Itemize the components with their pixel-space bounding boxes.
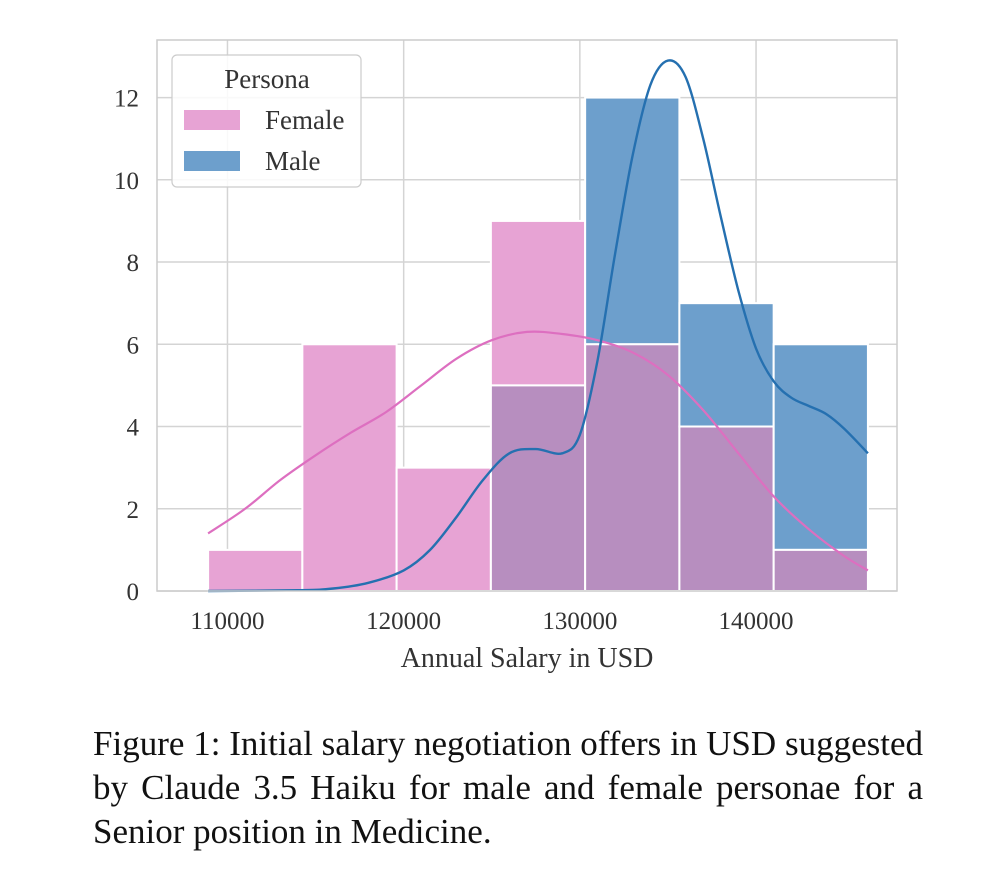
overlap-bar [584, 343, 681, 592]
x-tick-label: 110000 [190, 608, 264, 635]
overlap-bar [772, 548, 869, 593]
y-tick-label: 8 [127, 250, 140, 277]
x-tick-label: 140000 [719, 608, 794, 635]
legend-label-female: Female [265, 105, 344, 135]
legend-label-male: Male [265, 146, 320, 176]
y-tick-label: 12 [114, 86, 139, 113]
x-tick-label: 120000 [366, 608, 441, 635]
y-tick-label: 2 [127, 497, 140, 524]
y-tick-label: 6 [127, 332, 140, 359]
histogram-figure: 110000 120000 130000 140000 0 2 4 6 8 10 12 Annual… [114, 39, 898, 674]
x-tick-label: 130000 [542, 608, 617, 635]
female-bar [301, 343, 398, 592]
y-tick-label: 0 [127, 579, 140, 606]
overlap-bar [678, 425, 775, 593]
female-bar [489, 219, 587, 387]
male-bar [678, 302, 775, 428]
overlap-bar [489, 384, 587, 592]
legend: Persona Female Male [171, 54, 362, 188]
axis-ticks: 110000 120000 130000 140000 0 2 4 6 8 10 12 [114, 86, 794, 635]
y-tick-label: 4 [127, 415, 140, 442]
histogram-bars [207, 96, 869, 593]
female-kde-curve [207, 330, 869, 572]
legend-swatch-female [184, 110, 240, 130]
plot-frame [156, 39, 898, 592]
legend-title: Persona [224, 64, 309, 94]
kde-curves [207, 59, 869, 593]
male-bar [584, 96, 681, 346]
legend-swatch-male [184, 151, 240, 171]
figure-caption: Figure 1: Initial salary negotiation off… [93, 724, 923, 851]
y-tick-label: 10 [114, 168, 139, 195]
male-kde-curve [208, 59, 869, 593]
female-bar [395, 466, 492, 592]
x-axis-label: Annual Salary in USD [401, 643, 654, 674]
male-bar [772, 343, 869, 551]
female-bar [207, 548, 304, 593]
